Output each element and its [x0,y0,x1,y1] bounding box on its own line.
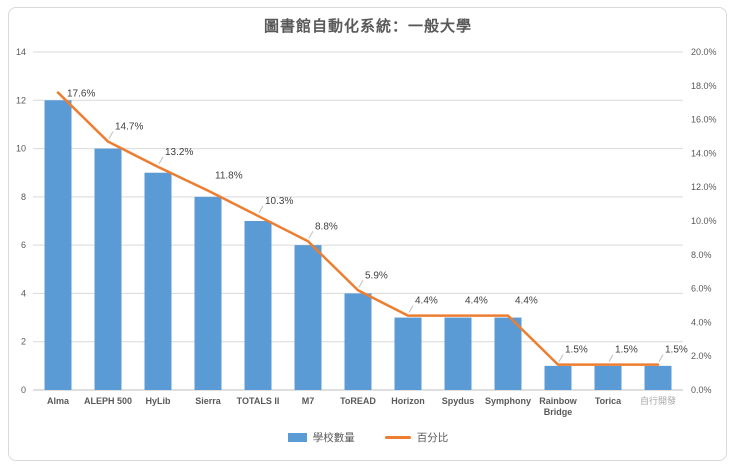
bar [444,317,472,390]
left-axis-tick-label: 2 [21,337,26,347]
leader-line [408,305,414,313]
category-label: M7 [302,396,315,406]
leader-line [658,354,664,362]
data-label: 10.3% [265,196,293,207]
leader-line [258,205,264,214]
bar [144,172,172,390]
left-axis-tick-label: 4 [21,288,26,298]
bar [544,365,572,390]
legend-item-schools: 學校數量 [287,430,355,445]
leader-line [108,131,114,139]
right-axis-tick-label: 8.0% [691,250,712,260]
data-label: 14.7% [115,122,143,133]
right-axis-tick-label: 12.0% [691,182,717,192]
data-label: 11.8% [215,171,243,182]
left-axis-tick-label: 8 [21,192,26,202]
bar [344,293,372,390]
right-axis-tick-label: 0.0% [691,385,712,395]
data-label: 4.4% [415,296,438,307]
leader-line [308,231,314,239]
bar [294,245,322,390]
left-axis-tick-label: 6 [21,240,26,250]
category-label: Horizon [391,396,425,406]
data-label: 5.9% [365,270,388,281]
chart-title: 圖書館自動化系統：一般大學 [263,18,472,35]
data-label: 1.5% [665,345,688,356]
line-series-swatch [384,436,411,439]
legend-label-schools: 學校數量 [312,432,355,444]
right-axis-tick-label: 16.0% [691,115,717,125]
leader-line [158,156,164,165]
bar [644,365,672,390]
right-axis-tick-label: 18.0% [691,81,717,91]
data-label: 4.4% [515,296,538,307]
bar [44,100,72,391]
bar [594,365,622,390]
percent-line [56,91,660,366]
legend-item-percent: 百分比 [384,430,449,445]
bar [94,148,122,390]
category-label: Spydus [442,396,475,406]
category-label: ToREAD [340,396,376,406]
left-axis-tick-label: 10 [16,144,26,154]
category-label: Alma [47,396,70,406]
leader-line [358,280,364,288]
leader-line [558,354,564,362]
bar [244,221,272,390]
data-label: 1.5% [615,345,638,356]
data-label: 4.4% [465,296,488,307]
leader-line [608,354,614,362]
left-axis-tick-label: 0 [21,385,26,395]
category-label: HyLib [145,396,171,406]
right-axis-tick-label: 4.0% [691,317,712,327]
data-label: 17.6% [67,89,95,100]
data-label: 1.5% [565,345,588,356]
category-label: TOTALS II [237,396,280,406]
category-label: Sierra [195,396,222,406]
category-label: Rainbow Bridge [539,396,577,417]
bar [394,317,422,390]
data-label: 8.8% [315,221,338,232]
legend: 學校數量 百分比 [0,430,736,445]
data-label: 13.2% [165,147,193,158]
right-axis-tick-label: 2.0% [691,351,712,361]
left-axis-tick-label: 14 [16,47,26,57]
bar [194,196,222,390]
right-axis-tick-label: 6.0% [691,284,712,294]
right-axis-tick-label: 20.0% [691,47,717,57]
right-axis-tick-label: 10.0% [691,216,717,226]
legend-label-percent: 百分比 [416,432,449,444]
category-label: Symphony [485,396,531,406]
category-label: ALEPH 500 [84,396,132,406]
bar [494,317,522,390]
category-label: Torica [595,396,622,406]
bar-series-swatch [287,433,307,442]
right-axis-tick-label: 14.0% [691,148,717,158]
category-label: 自行開發 [640,395,676,406]
left-axis-tick-label: 12 [16,95,26,105]
